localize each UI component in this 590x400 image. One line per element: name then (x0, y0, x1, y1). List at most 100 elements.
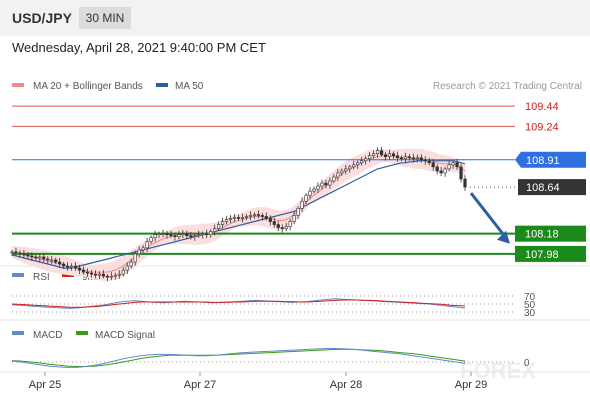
candle-body (336, 172, 340, 178)
candle-body (145, 241, 149, 249)
last-price-label: 108.64 (526, 182, 560, 194)
candle-body (46, 258, 50, 261)
candle-body (205, 233, 209, 235)
macd-line (11, 348, 466, 368)
candle-body (423, 159, 427, 162)
candle-body (169, 234, 173, 236)
candle-body (85, 271, 90, 274)
candle-body (217, 224, 221, 229)
candle-body (288, 221, 292, 227)
macd-legend-swatch (12, 331, 24, 335)
candle-body (42, 256, 46, 260)
candle-body (121, 269, 125, 275)
support-label: 107.98 (525, 249, 559, 261)
candle-body (22, 253, 26, 256)
candle-body (316, 185, 320, 190)
candle-body (129, 261, 133, 267)
candle-body (391, 153, 396, 157)
candle-body (276, 224, 280, 228)
candle-body (411, 157, 415, 160)
candle-body (280, 227, 284, 229)
candle-body (141, 247, 145, 251)
candle-body (62, 263, 66, 267)
candle-body (81, 269, 86, 273)
candle-body (268, 218, 272, 222)
candle-body (332, 176, 336, 182)
rsi-level-label: 70 (524, 292, 536, 303)
candle-body (455, 162, 459, 168)
candle-body (73, 265, 78, 269)
candle-body (304, 194, 308, 202)
candle-body (419, 157, 423, 161)
candle-body (149, 237, 153, 243)
candle-body (463, 178, 467, 188)
ma50-legend-swatch (156, 83, 168, 87)
candle-body (395, 155, 400, 159)
candle-body (292, 215, 296, 222)
copyright-label: Research © 2021 Trading Central (433, 81, 582, 92)
candle-body (387, 153, 392, 158)
candle-body (296, 208, 300, 216)
candle-body (26, 254, 30, 257)
timeframe-button[interactable]: 30 MIN (79, 7, 131, 29)
candle-body (435, 166, 439, 172)
candle-body (284, 226, 288, 229)
support-tag (515, 225, 586, 242)
candle-body (201, 233, 205, 235)
candle-body (324, 182, 328, 186)
candle-body (340, 170, 344, 174)
candle-body (344, 168, 348, 172)
candle-body (264, 216, 268, 219)
candle-body (415, 157, 419, 160)
candle-body (137, 249, 141, 255)
candle-body (443, 168, 447, 174)
candle-body (368, 155, 372, 160)
forecast-arrow-shaft (469, 192, 508, 239)
datetime-label: Wednesday, April 28, 2021 9:40:00 PM CET (12, 40, 266, 55)
candle-body (328, 180, 332, 186)
candle-body (252, 214, 256, 216)
candle-body (109, 275, 113, 278)
header-bar: USD/JPY 30 MIN (0, 0, 590, 36)
candle-body (356, 162, 360, 166)
macd-legend-label: MACD (33, 330, 62, 341)
rsi-legend-label: RSI (33, 272, 50, 283)
candle-body (113, 274, 117, 277)
candle-body (70, 265, 74, 268)
candle-body (447, 164, 451, 170)
support-label: 108.18 (525, 229, 559, 241)
pivot-label: 108.91 (526, 155, 560, 167)
candle-body (352, 164, 356, 168)
candle-body (427, 160, 431, 164)
candle-body (97, 273, 102, 276)
candle-body (117, 273, 121, 276)
resistance-label: 109.44 (525, 101, 559, 113)
candle-body (38, 256, 42, 259)
candle-body (244, 216, 249, 218)
candle-body (360, 160, 364, 164)
candle-body (165, 233, 169, 235)
rsi-legend-swatch (12, 273, 24, 277)
candle-body (89, 272, 94, 275)
candle-body (66, 265, 70, 268)
candle-body (451, 162, 455, 166)
x-tick-label: Apr 25 (29, 379, 61, 391)
candle-body (403, 156, 407, 160)
candle-body (308, 190, 312, 196)
candle-body (348, 166, 352, 170)
rsi-ma-line (11, 299, 466, 308)
candle-body (232, 217, 237, 219)
candle-body (320, 182, 324, 187)
ma50-legend-label: MA 50 (175, 81, 204, 92)
candle-body (260, 215, 264, 217)
candle-body (133, 253, 137, 263)
candle-body (101, 273, 105, 277)
candle-body (224, 219, 229, 222)
candle-body (105, 275, 109, 278)
candle-body (93, 273, 98, 276)
candle-body (236, 217, 241, 219)
candle-body (221, 221, 225, 225)
macd-zero-label: 0 (524, 358, 530, 369)
candle-body (30, 255, 34, 258)
candle-body (379, 150, 384, 156)
